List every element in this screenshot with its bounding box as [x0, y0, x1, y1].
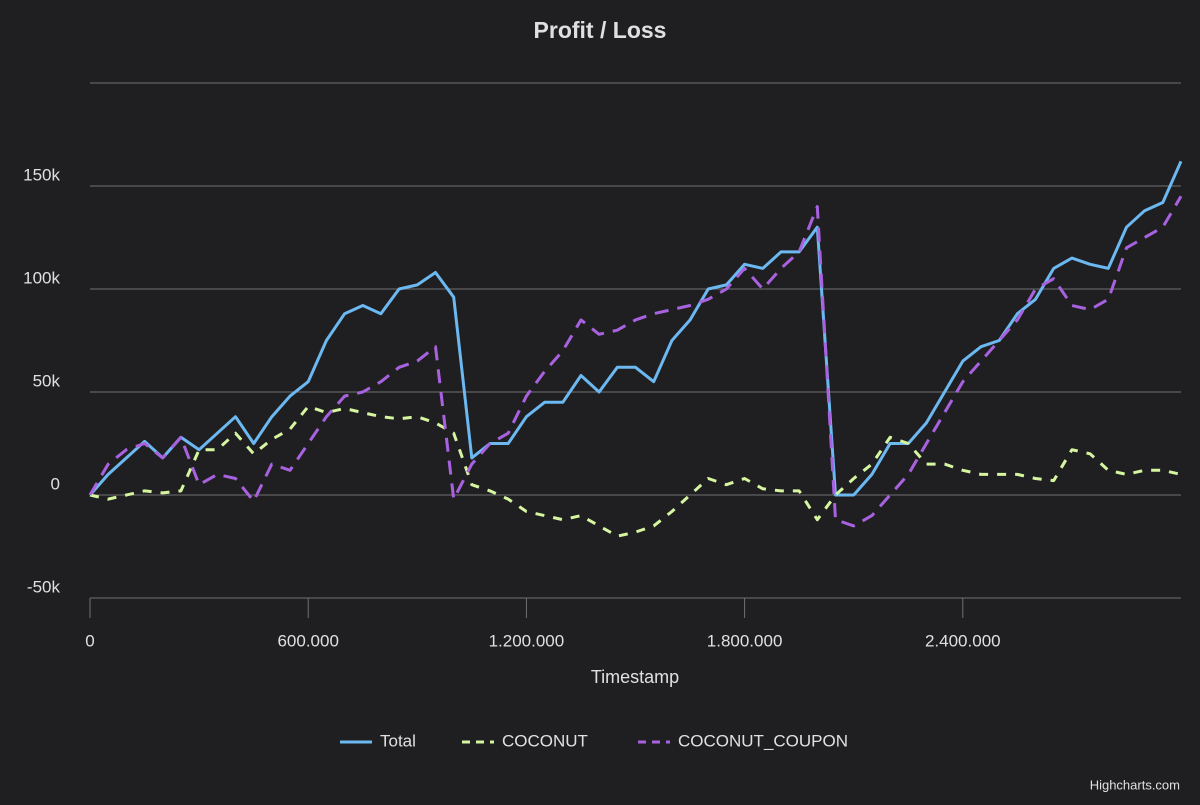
legend-label[interactable]: COCONUT_COUPON: [678, 731, 848, 750]
series-line: [88, 195, 1183, 528]
series-line: [88, 160, 1183, 497]
y-tick-label: 150k: [23, 165, 60, 184]
y-tick-label: -50k: [27, 577, 61, 596]
x-tick-label: 1.800.000: [707, 631, 783, 650]
legend-label[interactable]: COCONUT: [502, 731, 588, 750]
y-tick-label: 50k: [33, 371, 61, 390]
x-tick-label: 600.000: [277, 631, 338, 650]
x-axis-title: Timestamp: [591, 667, 679, 687]
x-tick-label: 0: [85, 631, 94, 650]
x-tick-label: 2.400.000: [925, 631, 1001, 650]
chart-title: Profit / Loss: [534, 17, 667, 43]
y-tick-label: 0: [51, 474, 60, 493]
legend-label[interactable]: Total: [380, 731, 416, 750]
x-tick-label: 1.200.000: [489, 631, 565, 650]
series-line: [89, 404, 1182, 538]
y-tick-label: 100k: [23, 268, 60, 287]
credits: Highcharts.com: [1090, 777, 1180, 792]
